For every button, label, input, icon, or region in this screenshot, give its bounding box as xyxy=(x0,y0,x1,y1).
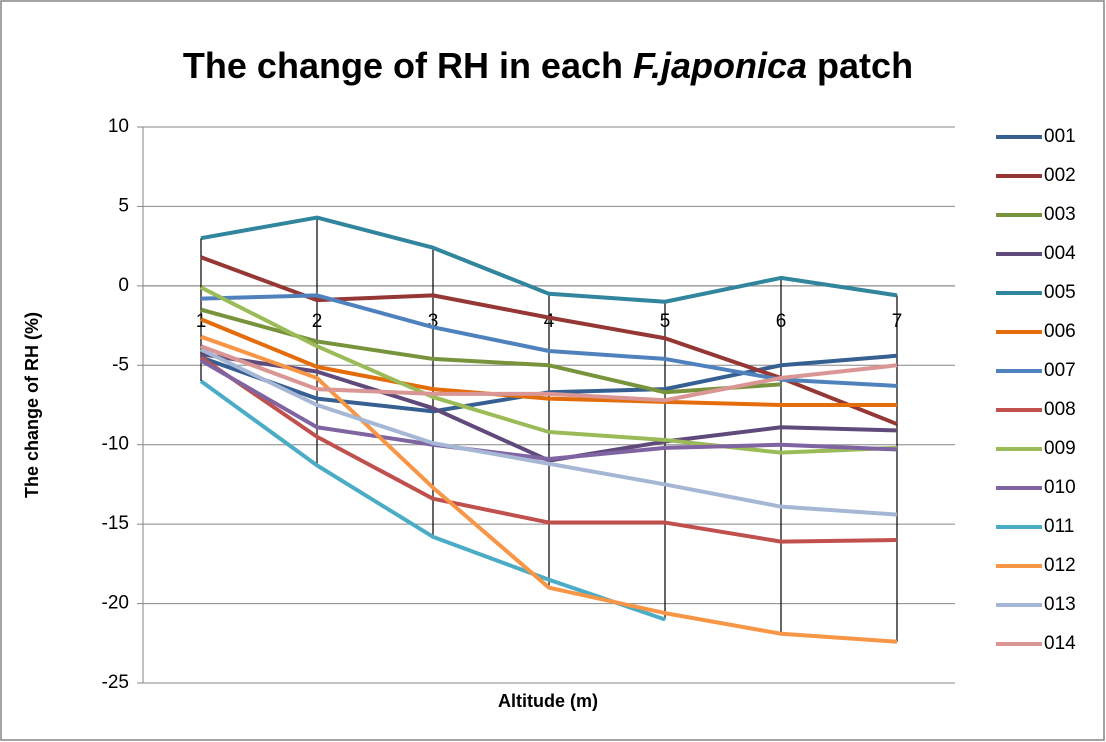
legend-label: 012 xyxy=(1044,555,1076,576)
legend-label: 006 xyxy=(1044,321,1076,342)
series-line xyxy=(200,334,898,644)
title-part: F.japonica xyxy=(633,45,807,86)
y-tick-label: -10 xyxy=(102,434,129,455)
series-line xyxy=(199,355,898,544)
series-line xyxy=(199,379,666,622)
y-tick-label: 5 xyxy=(118,195,129,216)
legend-label: 008 xyxy=(1044,399,1076,420)
legend-label: 013 xyxy=(1044,594,1076,615)
legend-label: 007 xyxy=(1044,360,1076,381)
title-part: patch xyxy=(807,45,913,86)
series-line xyxy=(200,215,898,304)
legend-label: 001 xyxy=(1044,126,1076,147)
legend-label: 010 xyxy=(1044,477,1076,498)
y-tick-label: -5 xyxy=(112,354,129,375)
y-tick-label: -15 xyxy=(102,513,129,534)
y-tick-label: 0 xyxy=(118,275,129,296)
series-line xyxy=(200,344,898,403)
y-tick-label: 10 xyxy=(108,116,129,137)
legend-label: 002 xyxy=(1044,165,1076,186)
legend-label: 011 xyxy=(1044,516,1074,537)
legend-label: 003 xyxy=(1044,204,1076,225)
legend-label: 004 xyxy=(1044,243,1076,264)
y-tick-label: -25 xyxy=(102,672,129,693)
legend-label: 009 xyxy=(1044,438,1076,459)
series-line xyxy=(200,317,897,407)
x-axis-label: Altitude (m) xyxy=(498,691,598,711)
legend-label: 005 xyxy=(1044,282,1076,303)
series-line xyxy=(200,358,898,462)
y-tick-label: -20 xyxy=(102,593,129,614)
title-part: The change of RH in each xyxy=(183,45,633,86)
chart-title: The change of RH in each F.japonica patc… xyxy=(183,45,913,86)
y-axis-label: The change of RH (%) xyxy=(22,312,42,498)
legend-label: 014 xyxy=(1044,633,1076,654)
series-line xyxy=(200,347,898,517)
series-line xyxy=(200,285,898,455)
